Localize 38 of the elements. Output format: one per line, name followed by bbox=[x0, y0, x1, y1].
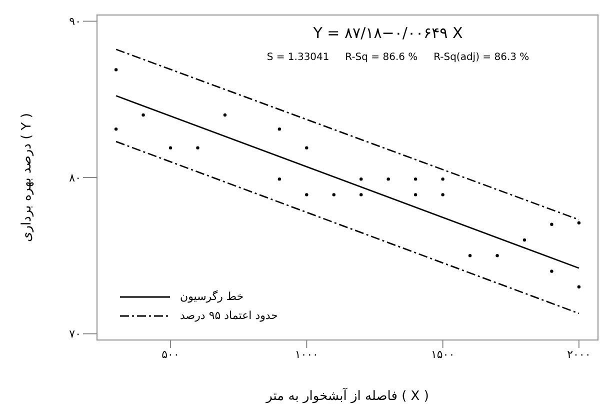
annotation: S = 1.33041 R-Sq = 86.6 % R-Sq(adj) = 86.3 % bbox=[266, 52, 530, 63]
point bbox=[360, 193, 363, 196]
legend-label: خط رگرسیون bbox=[180, 290, 244, 303]
text: Y = ۸۷/۱۸−۰/۰۰۶۴۹ X bbox=[312, 24, 464, 42]
point bbox=[468, 254, 472, 258]
point bbox=[332, 193, 336, 196]
point bbox=[577, 285, 581, 288]
point bbox=[305, 146, 308, 150]
point bbox=[496, 254, 499, 258]
point bbox=[142, 113, 145, 117]
point bbox=[305, 193, 308, 196]
point bbox=[114, 68, 118, 72]
x-tick-label: ۱۰۰۰ bbox=[294, 348, 318, 361]
point bbox=[441, 193, 444, 196]
y-tick-label: ۸۰ bbox=[69, 171, 81, 184]
point bbox=[168, 146, 172, 150]
point bbox=[441, 177, 444, 181]
point bbox=[386, 177, 390, 181]
point bbox=[414, 193, 418, 196]
point bbox=[278, 177, 282, 181]
point bbox=[550, 270, 554, 273]
point bbox=[114, 127, 118, 131]
x-tick-label: ۲۰۰۰ bbox=[567, 348, 591, 361]
point bbox=[577, 221, 581, 224]
x-tick-label: ۱۵۰۰ bbox=[430, 348, 455, 361]
x-tick-label: ۵۰۰ bbox=[162, 348, 180, 361]
point bbox=[550, 222, 554, 226]
y-tick-label: ۹۰ bbox=[69, 15, 81, 28]
legend-label: حدود اعتماد ۹۵ درصد bbox=[180, 309, 278, 322]
point bbox=[522, 238, 526, 242]
x-axis-title: فاصله از آبشخوار به متر ( X ) bbox=[265, 387, 429, 404]
point bbox=[223, 113, 227, 117]
point bbox=[278, 127, 282, 131]
point bbox=[196, 146, 200, 150]
point bbox=[360, 177, 363, 181]
y-tick-label: ۷۰ bbox=[69, 328, 81, 341]
point bbox=[414, 177, 418, 181]
y-axis-title: درصد بهره برداری ( Y ) bbox=[20, 113, 35, 242]
